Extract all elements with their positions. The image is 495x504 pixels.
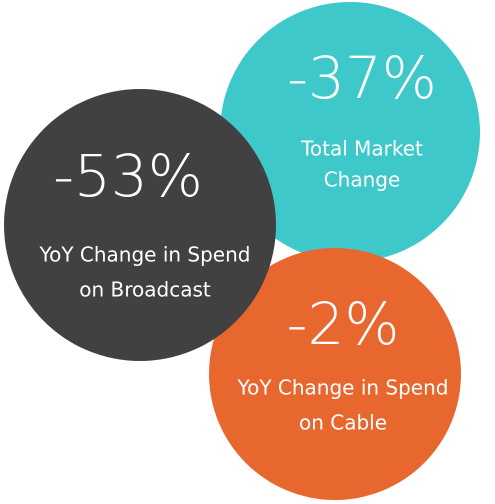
circle-orange — [209, 248, 461, 500]
stat-label: on Cable — [299, 411, 387, 435]
stat-label: on Broadcast — [79, 278, 211, 302]
stat-label: Change — [324, 168, 401, 192]
stat-label: YoY Change in Spend — [237, 376, 449, 400]
circle-teal — [220, 2, 480, 262]
stat-value: -2% — [287, 290, 400, 358]
circle-dark — [4, 89, 276, 361]
stat-label: Total Market — [300, 137, 423, 161]
stat-value: -37% — [287, 44, 437, 112]
stat-value: -53% — [53, 142, 203, 210]
stat-label: YoY Change in Spend — [39, 243, 251, 267]
